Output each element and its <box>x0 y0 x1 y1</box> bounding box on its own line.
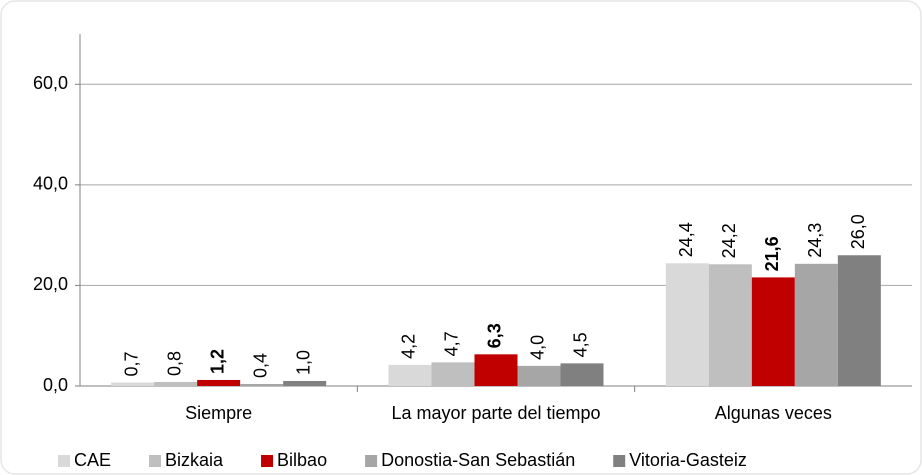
data-label: 21,6 <box>762 236 782 271</box>
bar <box>474 354 518 386</box>
legend-label: Bilbao <box>277 450 327 470</box>
data-label: 24,4 <box>676 222 696 257</box>
data-label: 26,0 <box>848 214 868 249</box>
y-tick-label: 40,0 <box>33 174 68 194</box>
bar <box>665 263 709 386</box>
bar <box>388 364 432 386</box>
legend-label: Donostia-San Sebastián <box>381 450 575 470</box>
x-tick-label: Siempre <box>185 403 252 423</box>
data-label: 24,3 <box>805 223 825 258</box>
data-label: 4,5 <box>571 332 591 357</box>
data-label: 0,8 <box>164 351 184 376</box>
legend-swatch <box>365 455 378 467</box>
data-label: 4,7 <box>442 331 462 356</box>
legend-label: Bizkaia <box>165 450 224 470</box>
bar <box>794 263 838 386</box>
bar <box>154 381 198 386</box>
bar <box>197 379 241 386</box>
y-tick-label: 20,0 <box>33 274 68 294</box>
data-label: 0,4 <box>250 353 270 378</box>
data-label: 4,0 <box>528 335 548 360</box>
data-label: 1,2 <box>207 349 227 374</box>
legend-label: CAE <box>74 450 111 470</box>
data-label: 0,7 <box>121 351 141 376</box>
bar <box>283 380 327 386</box>
data-label: 4,2 <box>399 334 419 359</box>
data-label: 24,2 <box>719 223 739 258</box>
bar <box>560 363 604 386</box>
bar <box>240 383 284 386</box>
bar <box>517 365 561 386</box>
bar <box>431 362 475 386</box>
bar <box>751 277 795 386</box>
bar <box>708 264 752 386</box>
bar <box>111 382 155 386</box>
x-tick-label: La mayor parte del tiempo <box>391 403 600 423</box>
bar <box>837 255 881 386</box>
y-tick-label: 60,0 <box>33 73 68 93</box>
legend-swatch <box>149 455 162 467</box>
legend-swatch <box>613 455 626 467</box>
x-tick-label: Algunas veces <box>715 403 832 423</box>
legend-swatch <box>58 455 70 467</box>
data-label: 1,0 <box>293 350 313 375</box>
y-tick-label: 0,0 <box>43 375 68 395</box>
legend-label: Vitoria-Gasteiz <box>629 450 747 470</box>
data-label: 6,3 <box>485 323 505 348</box>
legend-swatch <box>261 455 274 467</box>
